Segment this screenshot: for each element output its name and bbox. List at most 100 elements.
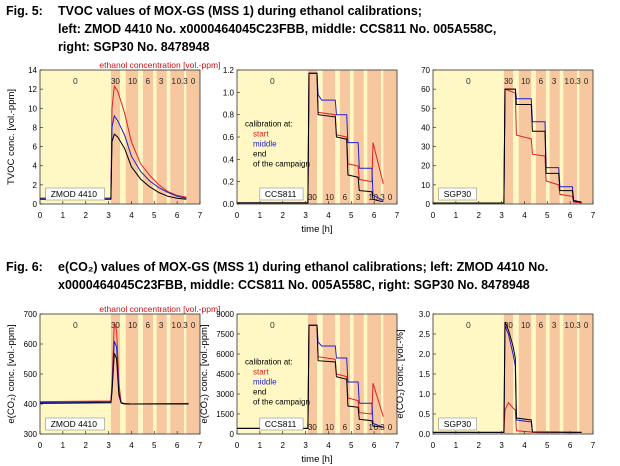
fig5-right-series-start xyxy=(433,88,582,204)
fig6-right-y-tick-label: 2.0 xyxy=(419,350,431,359)
fig6-left-y-tick-label: 400 xyxy=(24,400,38,409)
fig5-right-conc-step: 0.3 xyxy=(570,77,582,86)
fig5-middle-legend-entry: middle xyxy=(253,139,277,148)
fig5-middle-legend-entry: calibration at: xyxy=(245,119,293,128)
fig5-middle-y-tick-label: 1.2 xyxy=(223,66,235,75)
fig6-right-phase-band xyxy=(535,314,547,434)
fig5-right-conc-step: 30 xyxy=(504,77,513,86)
fig6-left-phase-band xyxy=(166,314,171,434)
fig5-middle-x-tick-label: 1 xyxy=(258,211,263,220)
fig5-right-x-tick-label: 5 xyxy=(545,211,550,220)
fig5-left-phase-band xyxy=(138,70,143,204)
fig6-middle-phase-band xyxy=(307,314,317,434)
fig6-left-phase-band xyxy=(153,314,157,434)
fig5-left-series-end xyxy=(40,133,187,200)
fig6-right-y-tick-label: 2.5 xyxy=(419,330,431,339)
fig5-caption-line3: right: SGP30 No. 8478948 xyxy=(58,40,210,54)
fig6-right-phase-band xyxy=(531,314,536,434)
fig5-right-phase-band xyxy=(433,70,504,204)
fig5-left-conc-step: 0 xyxy=(191,77,196,86)
fig5-middle-y-tick-label: 0.2 xyxy=(223,178,235,187)
fig5-left-conc-step: 30 xyxy=(111,77,120,86)
fig6-left-x-tick-label: 1 xyxy=(61,441,66,450)
fig5-right-phase-band xyxy=(549,70,560,204)
fig6-right-panel: 0 30 10 6 3 1 0.3 00.00.51.01.52.02.53.00 1 2 3 4 5 6… xyxy=(395,310,596,450)
fig6-left-phase-band xyxy=(156,314,167,434)
fig6-right-conc-step: 30 xyxy=(504,321,513,330)
fig6-left-phase-band xyxy=(110,314,120,434)
fig6-right-x-tick-label: 7 xyxy=(591,441,596,450)
fig6-middle-y-tick-label: 9000 xyxy=(216,310,234,319)
fig6-right-conc-baseline: 0 xyxy=(466,320,471,330)
fig5-right-series-end xyxy=(433,88,582,204)
fig5-middle-phase-band xyxy=(322,70,336,204)
fig6-right-conc-step: 1 xyxy=(564,321,569,330)
fig5-left-conc-step: 10 xyxy=(128,77,137,86)
fig5-right-y-tick-label: 70 xyxy=(421,66,430,75)
fig5-right-y-tick-label: 10 xyxy=(421,181,430,190)
fig5-right-sensor-box xyxy=(438,187,477,201)
fig5-middle-phase-band xyxy=(367,70,381,204)
fig5-middle-legend-entry: of the campaign xyxy=(253,159,310,168)
fig5-middle-y-tick-label: 1.0 xyxy=(223,88,235,97)
fig5-caption-line2: left: ZMOD 4410 No. x0000464045C23FBB, m… xyxy=(58,22,497,36)
fig5-right-x-tick-label: 1 xyxy=(454,211,459,220)
fig6-middle-conc-step: 0 xyxy=(388,423,393,432)
fig5-middle-y-tick-label: 0.0 xyxy=(223,200,235,209)
fig6-right-phase-band xyxy=(579,314,593,434)
fig6-left-phase-band xyxy=(142,314,154,434)
fig6-left-phase-band xyxy=(170,314,184,434)
fig5-left-conc-baseline: 0 xyxy=(73,76,78,86)
fig6-right-conc-step: 0 xyxy=(584,321,589,330)
fig6-right-phase-band xyxy=(563,314,577,434)
fig5-right-y-tick-label: 60 xyxy=(421,85,430,94)
fig6-right-x-tick-label: 4 xyxy=(522,441,527,450)
fig6-left-conc-step: 10 xyxy=(128,321,137,330)
fig5-right-conc-step: 10 xyxy=(521,77,530,86)
fig6-middle-y-tick-label: 3000 xyxy=(216,390,234,399)
fig6-middle-conc-step: 6 xyxy=(343,423,348,432)
fig6-left-conc-step: 0 xyxy=(191,321,196,330)
fig6-left-x-tick-label: 6 xyxy=(175,441,180,450)
fig5-right-x-tick-label: 7 xyxy=(591,211,596,220)
fig6-left-conc-step: 30 xyxy=(111,321,120,330)
fig6-left-conc-step: 1 xyxy=(171,321,176,330)
fig6-left-sensor-label: ZMOD 4410 xyxy=(51,419,98,429)
fig5-caption-line1: TVOC values of MOX-GS (MSS 1) during eth… xyxy=(58,4,422,18)
fig5-middle-x-tick-label: 2 xyxy=(280,211,285,220)
fig5-middle-conc-step: 30 xyxy=(308,193,317,202)
fig6-right-conc-step: 10 xyxy=(521,321,530,330)
fig5-left-x-tick-label: 1 xyxy=(61,211,66,220)
fig6-middle-sensor-box xyxy=(259,417,304,431)
fig6-middle-phase-band xyxy=(383,314,397,434)
fig5-right-sensor-label: SGP30 xyxy=(444,189,472,199)
fig5-middle-phase-band xyxy=(363,70,368,204)
fig6-middle-conc-step: 3 xyxy=(356,423,361,432)
fig6-right-phase-band xyxy=(503,314,513,434)
fig5-middle-panel: 030 10 6 3 1 0.3 00.00.20.40.60.81.01.20 1 2 3 4 5 6… xyxy=(223,66,400,235)
fig5-left-x-tick-label: 3 xyxy=(106,211,111,220)
fig5-right-phase-band xyxy=(559,70,564,204)
fig6-middle-phase-band xyxy=(322,314,336,434)
fig6-left-y-tick-label: 300 xyxy=(24,430,38,439)
fig6-left-conc-baseline: 0 xyxy=(73,320,78,330)
fig5-left-series-start xyxy=(40,84,187,199)
fig5-left-y-tick-label: 8 xyxy=(33,123,38,132)
fig5-left-conc-step: 1 xyxy=(171,77,176,86)
fig5-middle-phase-band xyxy=(237,70,308,204)
fig6-middle-legend-entry: calibration at: xyxy=(245,357,293,366)
fig6-middle-legend-entry: end xyxy=(253,387,266,396)
fig5-middle-phase-band xyxy=(381,70,384,204)
fig5-left-phase-band xyxy=(120,70,126,204)
fig6-middle-legend-entry: middle xyxy=(253,377,277,386)
fig5-middle-conc-step: 1 xyxy=(368,193,373,202)
fig6-left-sensor-box xyxy=(45,417,105,431)
fig6-right-conc-step: 0.3 xyxy=(570,321,582,330)
fig6-left-x-tick-label: 3 xyxy=(106,441,111,450)
fig6-caption: Fig. 6: e(CO₂) values of MOX-GS (MSS 1) … xyxy=(6,258,614,294)
fig5-left-plot-frame xyxy=(39,69,201,205)
fig6-left-x-tick-label: 4 xyxy=(129,441,134,450)
